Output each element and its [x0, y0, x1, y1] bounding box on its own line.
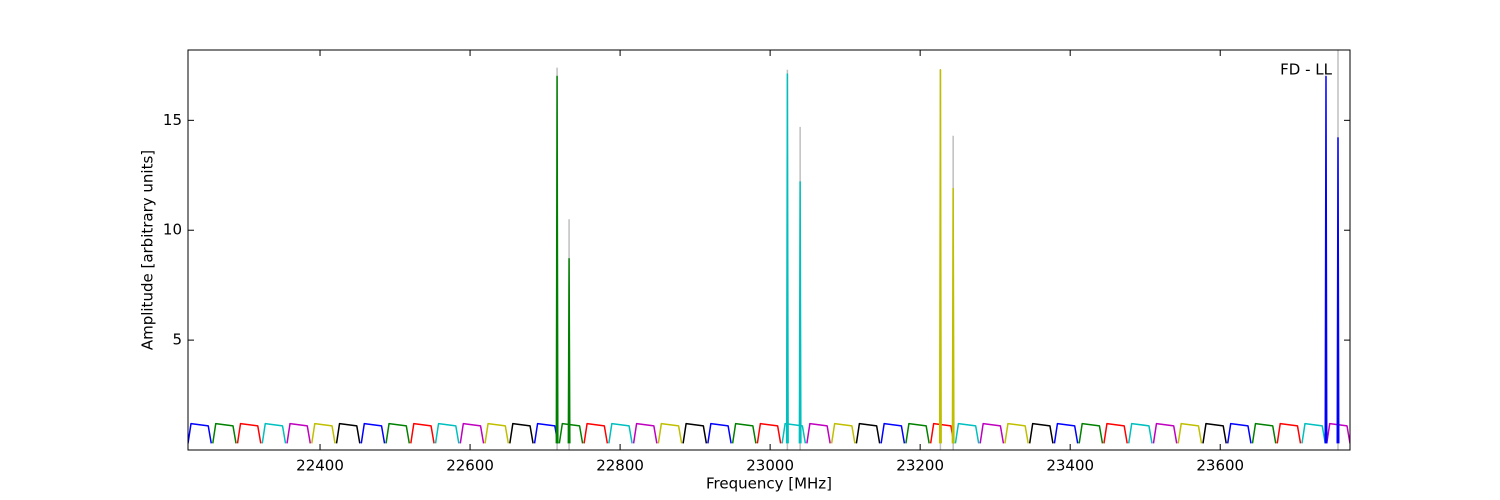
- spectrum-line: [286, 422, 1350, 444]
- x-tick-label: 23000: [746, 457, 794, 475]
- spectrum-line: [1324, 75, 1340, 444]
- x-tick-label: 23200: [896, 457, 944, 475]
- x-tick-label: 23600: [1196, 457, 1244, 475]
- x-tick-label: 22800: [596, 457, 644, 475]
- x-tick-label: 23400: [1046, 457, 1094, 475]
- spectrum-line: [212, 422, 1277, 444]
- spectrum-line: [188, 422, 1252, 444]
- x-axis-label: Frequency [MHz]: [706, 475, 832, 493]
- plot-frame: [187, 49, 1351, 451]
- spectrum-line: [555, 75, 571, 444]
- spectrum-line: [785, 73, 802, 444]
- plot-lines: [188, 50, 1350, 450]
- x-tick-label: 22400: [296, 457, 344, 475]
- y-tick-label: 15: [163, 111, 182, 129]
- y-tick-label: 10: [163, 221, 182, 239]
- spectrum-line: [261, 422, 1326, 444]
- spectrum-line: [236, 422, 1302, 444]
- annotation: FD - LL: [1280, 61, 1332, 79]
- x-tick-label: 22600: [446, 457, 494, 475]
- spectrum-line: [938, 69, 955, 444]
- y-tick-label: 5: [172, 331, 182, 349]
- spectrum-line: [335, 422, 1227, 444]
- spectrum-line: [556, 50, 1339, 450]
- y-axis-label: Amplitude [arbitrary units]: [139, 150, 157, 350]
- spectrum-line: [311, 422, 1203, 444]
